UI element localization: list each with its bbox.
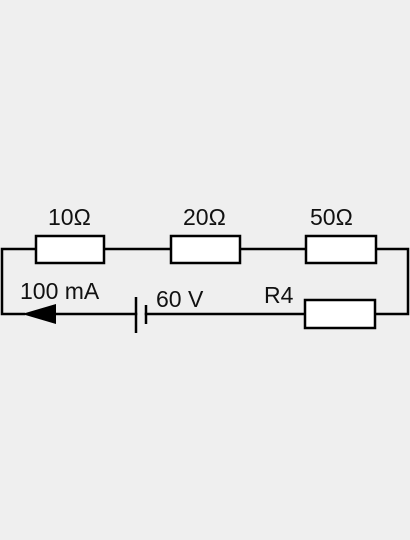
- r2-value-label: 20Ω: [183, 204, 226, 230]
- voltage-label: 60 V: [156, 286, 204, 312]
- r1-value-label: 10Ω: [48, 204, 91, 230]
- wire-left-loop: [0, 247, 38, 316]
- resistor-50-ohm: [304, 234, 378, 265]
- wire-right-loop: [374, 247, 410, 316]
- r4-name-label: R4: [264, 282, 294, 308]
- current-label: 100 mA: [20, 278, 100, 304]
- current-arrow-icon: [22, 304, 56, 324]
- resistor-10-ohm: [34, 234, 106, 265]
- resistor-r4: [303, 298, 377, 330]
- r3-value-label: 50Ω: [310, 204, 353, 230]
- resistor-20-ohm: [169, 234, 242, 265]
